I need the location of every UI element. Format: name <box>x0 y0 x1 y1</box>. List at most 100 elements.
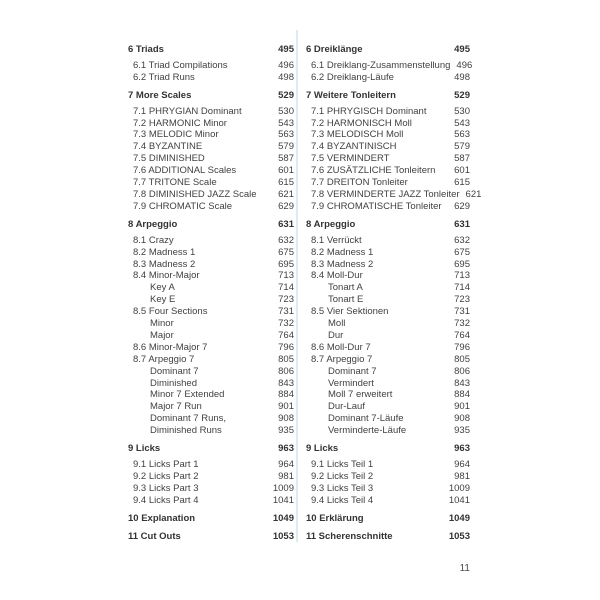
toc-entry-page-number: 732 <box>454 318 470 330</box>
toc-row: 7.9 CHROMATISCHE Tonleiter 629 <box>306 201 470 213</box>
toc-entry-label: Key E <box>150 294 176 306</box>
toc-row: Vermindert 843 <box>306 378 470 390</box>
toc-entry-label: Dominant 7 Runs, <box>150 413 227 425</box>
toc-entry-page-number: 579 <box>278 141 294 153</box>
toc-entry-page-number: 543 <box>454 117 470 129</box>
toc-entry-page-number: 1041 <box>272 494 294 506</box>
toc-row: 7 More Scales 529 <box>128 90 294 102</box>
toc-entry-page-number: 530 <box>454 105 470 117</box>
toc-row: Major 7 Run 901 <box>128 401 294 413</box>
toc-entry-label: 10 Explanation <box>128 512 196 524</box>
toc-entry-page-number: 632 <box>278 234 294 246</box>
toc-entry-page-number: 964 <box>278 459 294 470</box>
toc-entry-label: 9.4 Licks Teil 4 <box>311 494 374 506</box>
toc-row: 7.3 MELODISCH Moll 563 <box>306 129 470 141</box>
toc-entry-page-number: 796 <box>278 341 294 353</box>
toc-entry-label: Diminished Runs <box>150 425 222 437</box>
toc-row: 7 Weitere Tonleitern 529 <box>306 90 470 102</box>
toc-entry-label: Dominant 7 <box>150 365 199 377</box>
toc-entry-page-number: 629 <box>278 200 294 212</box>
toc-entry-page-number: 675 <box>454 246 470 258</box>
toc-entry-label: 9.1 Licks Teil 1 <box>311 459 374 470</box>
toc-entry-label: 9 Licks <box>306 443 339 455</box>
toc-entry-page-number: 495 <box>278 44 294 55</box>
toc-row: 9.3 Licks Teil 3 1009 <box>306 483 470 495</box>
toc-row: 8.4 Minor-Major 713 <box>128 270 294 282</box>
toc-entry-page-number: 805 <box>454 353 470 365</box>
toc-row: 8.3 Madness 2 695 <box>306 259 470 271</box>
toc-row: 8 Arpeggio 631 <box>128 219 294 231</box>
toc-entry-page-number: 796 <box>454 341 470 353</box>
toc-entry-label: 7 Weitere Tonleitern <box>306 89 396 101</box>
toc-entry-page-number: 963 <box>278 443 294 455</box>
toc-entry-label: 8.2 Madness 1 <box>311 246 374 258</box>
toc-entry-label: 8.1 Crazy <box>133 234 174 246</box>
toc-row: Diminished Runs 935 <box>128 425 294 437</box>
toc-entry-label: Minor 7 Extended <box>150 389 225 401</box>
toc-row: 7.6 ADDITIONAL Scales 601 <box>128 165 294 177</box>
toc-row: 9.3 Licks Part 3 1009 <box>128 483 294 495</box>
toc-entry-label: 7.3 MELODISCH Moll <box>311 129 404 141</box>
toc-row: 8.7 Arpeggio 7 805 <box>306 354 470 366</box>
toc-row: Key A 714 <box>128 282 294 294</box>
toc-row: Dominant 7 806 <box>306 366 470 378</box>
toc-entry-page-number: 632 <box>454 234 470 246</box>
toc-row: Moll 732 <box>306 318 470 330</box>
toc-entry-label: 7.4 BYZANTINISCH <box>311 141 397 153</box>
toc-entry-page-number: 843 <box>278 377 294 389</box>
toc-entry-page-number: 631 <box>454 218 470 230</box>
toc-entry-label: Moll <box>328 318 346 330</box>
toc-entry-page-number: 498 <box>278 71 294 83</box>
toc-entry-page-number: 495 <box>454 44 470 55</box>
toc-entry-page-number: 884 <box>454 389 470 401</box>
toc-row: 7.6 ZUSÄTZLICHE Tonleitern 601 <box>306 165 470 177</box>
toc-entry-page-number: 563 <box>278 129 294 141</box>
toc-entry-label: Dominant 7-Läufe <box>328 413 404 425</box>
toc-entry-page-number: 529 <box>278 89 294 101</box>
toc-entry-label: 8.4 Moll-Dur <box>311 270 363 282</box>
toc-entry-page-number: 964 <box>454 459 470 470</box>
toc-entry-label: 7.6 ADDITIONAL Scales <box>133 165 237 177</box>
toc-row: 8.5 Vier Sektionen 731 <box>306 306 470 318</box>
toc-entry-page-number: 935 <box>278 425 294 437</box>
toc-entry-label: 9.3 Licks Part 3 <box>133 482 199 494</box>
toc-row: 7.3 MELODIC Minor 563 <box>128 129 294 141</box>
toc-row: Major 764 <box>128 330 294 342</box>
toc-entry-page-number: 601 <box>278 165 294 177</box>
toc-entry-page-number: 901 <box>278 401 294 413</box>
toc-entry-label: Vermindert <box>328 377 374 389</box>
toc-row: 6 Dreiklänge 495 <box>306 44 470 56</box>
toc-entry-page-number: 901 <box>454 401 470 413</box>
toc-row: 9.2 Licks Teil 2 981 <box>306 471 470 483</box>
toc-row: 8.7 Arpeggio 7 805 <box>128 354 294 366</box>
toc-entry-label: 9.4 Licks Part 4 <box>133 494 199 506</box>
toc-row: 8 Arpeggio 631 <box>306 219 470 231</box>
toc-entry-page-number: 621 <box>278 188 294 200</box>
toc-row: 7.7 TRITONE Scale 615 <box>128 177 294 189</box>
toc-entry-label: 7.3 MELODIC Minor <box>133 129 219 141</box>
toc-row: 9.2 Licks Part 2 981 <box>128 471 294 483</box>
toc-entry-label: Tonart E <box>328 294 364 306</box>
toc-row: 6.1 Dreiklang-Zusammenstellung 496 <box>306 60 472 72</box>
toc-row: 8.1 Verrückt 632 <box>306 235 470 247</box>
toc-entry-label: 8.7 Arpeggio 7 <box>311 353 373 365</box>
toc-entry-label: 7.1 PHRYGISCH Dominant <box>311 105 427 117</box>
toc-column-german: 6 Dreiklänge 495 6.1 Dreiklang-Zusammenste… <box>306 44 481 546</box>
toc-row: 7.4 BYZANTINE 579 <box>128 141 294 153</box>
toc-row: 7.2 HARMONISCH Moll 543 <box>306 118 470 130</box>
toc-entry-page-number: 764 <box>454 329 470 341</box>
toc-row: 11 Scherenschnitte 1053 <box>306 531 470 543</box>
toc-entry-page-number: 631 <box>278 218 294 230</box>
toc-entry-label: 7.8 DIMINISHED JAZZ Scale <box>133 188 257 200</box>
toc-row: 8.3 Madness 2 695 <box>128 259 294 271</box>
toc-entry-page-number: 1049 <box>272 512 294 524</box>
toc-row: Dominant 7 806 <box>128 366 294 378</box>
toc-entry-page-number: 714 <box>278 282 294 294</box>
toc-entry-page-number: 563 <box>454 129 470 141</box>
toc-entry-page-number: 714 <box>454 282 470 294</box>
toc-entry-label: 8 Arpeggio <box>128 218 178 230</box>
toc-entry-page-number: 806 <box>278 365 294 377</box>
toc-row: 10 Explanation 1049 <box>128 513 294 525</box>
toc-row: 7.1 PHRYGISCH Dominant 530 <box>306 106 470 118</box>
toc-row: Dur 764 <box>306 330 470 342</box>
